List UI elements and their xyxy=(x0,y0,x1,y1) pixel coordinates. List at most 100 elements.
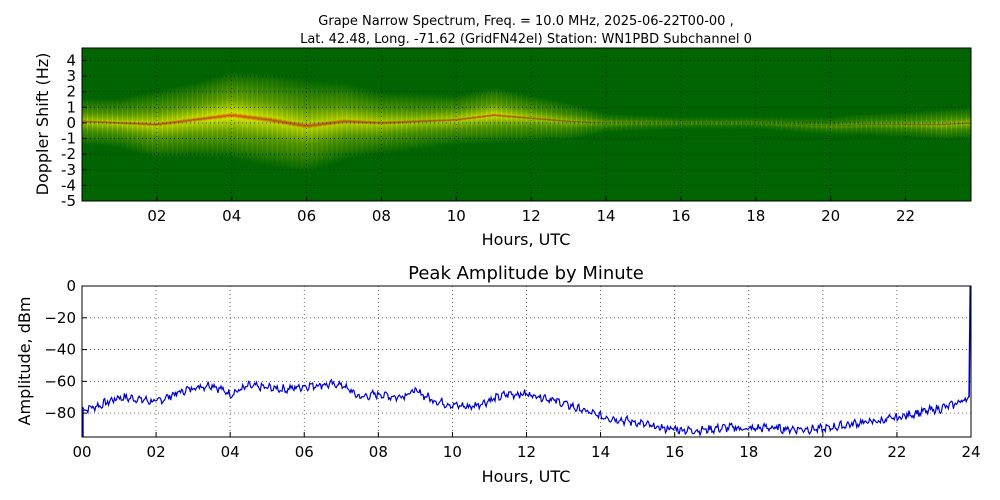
spectrogram-column xyxy=(581,107,588,137)
amplitude-x-tick-label: 20 xyxy=(813,443,832,461)
spectrogram-column xyxy=(696,116,702,130)
spectrogram-column xyxy=(776,116,782,132)
amplitude-x-tick-label: 18 xyxy=(739,443,758,461)
spectrogram-column xyxy=(146,91,153,157)
spectrogram-x-tick-label: 02 xyxy=(147,207,166,225)
spectrogram-column xyxy=(136,93,143,154)
spectrogram-column xyxy=(641,115,647,131)
spectrogram-column xyxy=(401,92,408,152)
spectrogram-column xyxy=(266,73,273,167)
amplitude-x-tick-label: 10 xyxy=(443,443,462,461)
spectrogram-x-tick-label: 14 xyxy=(596,207,615,225)
spectrogram-column xyxy=(121,96,128,150)
spectrogram-column xyxy=(876,113,882,136)
spectrogram-column xyxy=(616,114,622,132)
spectrogram-y-tick-label: 3 xyxy=(66,67,76,85)
spectrogram-column xyxy=(396,92,403,152)
spectrogram-column xyxy=(476,90,483,144)
spectrogram-column xyxy=(526,94,533,142)
spectrogram-column xyxy=(481,89,488,144)
spectrogram-column xyxy=(866,113,872,136)
spectrogram-column xyxy=(166,87,173,159)
spectrogram-column xyxy=(356,86,363,158)
amplitude-series-line xyxy=(82,378,970,437)
spectrogram-column xyxy=(951,108,957,140)
spectrogram-column xyxy=(451,94,458,146)
spectrogram-column xyxy=(936,109,942,140)
spectrogram-column xyxy=(301,78,308,173)
spectrogram-column xyxy=(661,115,667,130)
spectrogram-y-tick-label: -2 xyxy=(61,145,76,163)
spectrum-title-line-2: Lat. 42.48, Long. -71.62 (GridFN42el) St… xyxy=(300,32,752,47)
spectrogram-y-tick-label: 2 xyxy=(66,83,76,101)
spectrogram-column xyxy=(736,116,742,130)
spectrogram-column xyxy=(426,93,433,149)
spectrogram-column xyxy=(316,80,323,169)
amplitude-end-spike xyxy=(968,286,971,398)
spectrogram-column xyxy=(271,73,278,168)
spectrogram-column xyxy=(221,73,228,159)
spectrogram-column xyxy=(311,79,318,171)
spectrogram-column xyxy=(836,116,842,136)
spectrogram-column xyxy=(206,77,213,158)
spectrogram-column xyxy=(491,87,498,144)
spectrogram-column xyxy=(961,107,967,139)
spectrogram-x-tick-label: 22 xyxy=(896,207,915,225)
spectrogram-column xyxy=(241,71,248,162)
amplitude-x-tick-label: 06 xyxy=(295,443,314,461)
spectrogram-column xyxy=(956,108,962,140)
spectrogram-column xyxy=(101,97,108,147)
spectrogram-column xyxy=(676,116,682,130)
amplitude-x-tick-label: 24 xyxy=(961,443,980,461)
spectrogram-column xyxy=(516,92,523,143)
spectrogram-column xyxy=(656,115,662,131)
spectrogram-column xyxy=(456,94,463,145)
spectrogram-column xyxy=(161,88,168,159)
spectrogram-column xyxy=(931,109,937,140)
amplitude-x-tick-label: 22 xyxy=(887,443,906,461)
spectrogram-column xyxy=(201,79,208,158)
spectrogram-column xyxy=(126,95,133,151)
spectrogram-column xyxy=(551,99,558,141)
spectrogram-column xyxy=(211,76,218,159)
amplitude-title: Peak Amplitude by Minute xyxy=(408,263,644,284)
spectrogram-column xyxy=(666,116,672,130)
spectrogram-column xyxy=(471,91,478,145)
spectrogram-column xyxy=(276,74,283,169)
spectrogram-column xyxy=(306,79,313,173)
spectrogram-y-tick-label: -3 xyxy=(61,161,76,179)
spectrogram-column xyxy=(416,93,423,150)
spectrogram-column xyxy=(716,116,722,130)
amplitude-y-tick-label: −60 xyxy=(44,372,76,390)
spectrogram-column xyxy=(541,97,548,142)
spectrogram-column xyxy=(756,116,762,130)
spectrogram-column xyxy=(191,82,198,158)
spectrogram-column xyxy=(906,111,912,138)
spectrogram-column xyxy=(216,75,223,159)
spectrogram-column xyxy=(326,81,333,166)
spectrogram-column xyxy=(946,108,952,140)
spectrogram-column xyxy=(821,116,827,135)
spectrogram-column xyxy=(511,91,518,143)
spectrogram-column xyxy=(801,116,807,134)
amplitude-y-tick-label: −20 xyxy=(44,309,76,327)
spectrogram-column xyxy=(366,88,373,157)
spectrogram-column xyxy=(436,94,443,147)
amplitude-y-tick-label: −40 xyxy=(44,341,76,359)
spectrogram-column xyxy=(941,108,947,141)
spectrogram-column xyxy=(226,72,233,159)
amplitude-x-tick-label: 08 xyxy=(369,443,388,461)
spectrogram-y-tick-label: -5 xyxy=(61,192,76,210)
spectrogram-column xyxy=(886,112,892,137)
spectrogram-column xyxy=(891,112,897,137)
spectrogram-column xyxy=(336,81,343,163)
spectrogram-column xyxy=(411,93,418,151)
spectrogram-column xyxy=(881,112,887,137)
spectrogram-column xyxy=(486,88,493,144)
spectrogram-y-tick-label: -1 xyxy=(61,130,76,148)
spectrogram-column xyxy=(406,92,413,151)
spectrogram-column xyxy=(506,90,513,143)
spectrogram-column xyxy=(741,116,747,130)
spectrogram-column xyxy=(791,116,797,133)
